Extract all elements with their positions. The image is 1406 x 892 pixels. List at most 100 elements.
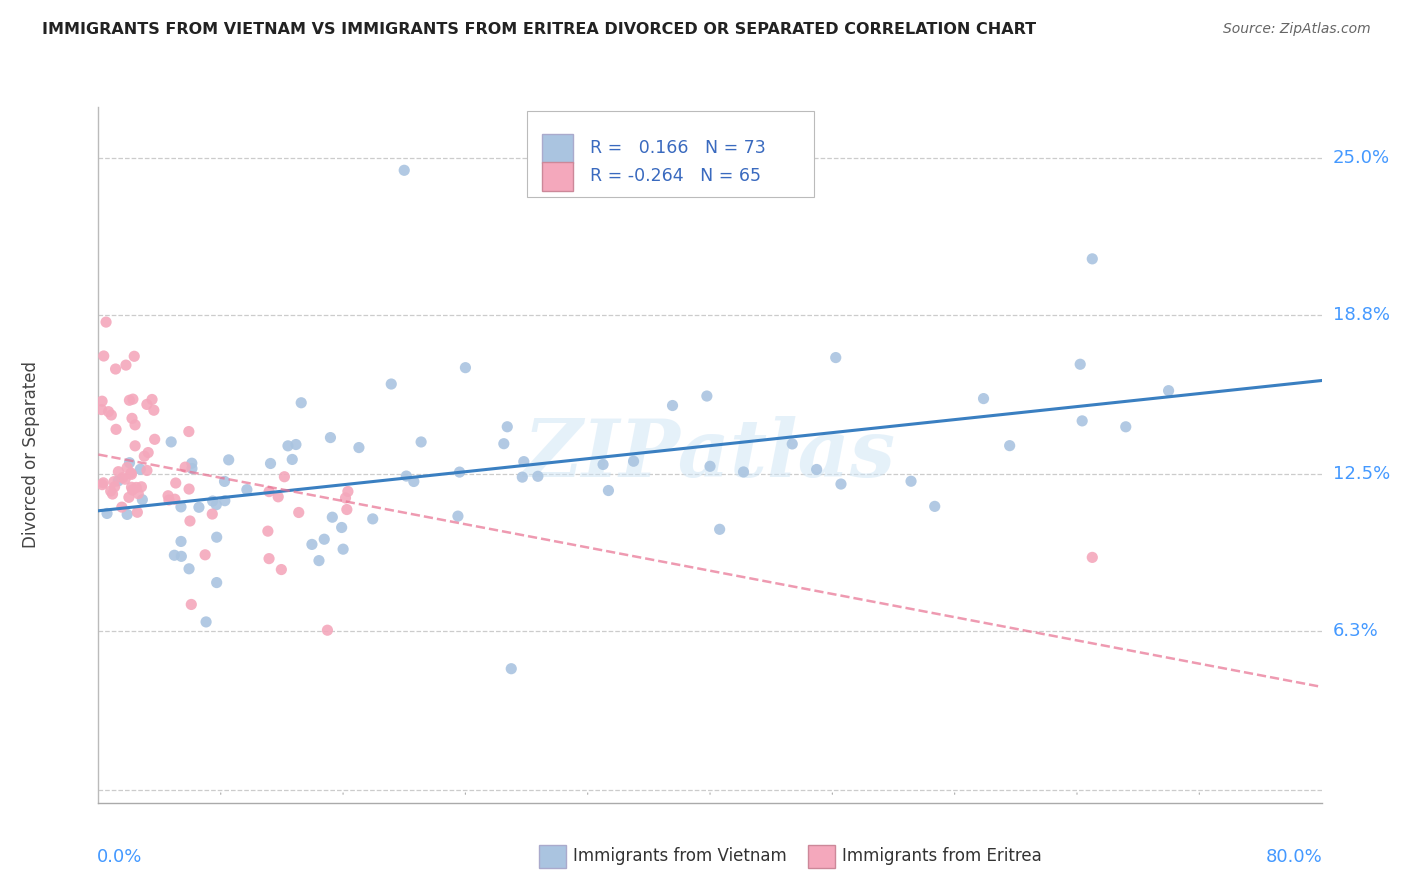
- Point: [160, 434, 183, 449]
- Point: [96, 507, 118, 521]
- Point: [118, 491, 141, 505]
- Point: [830, 477, 852, 491]
- Point: [336, 502, 359, 516]
- Point: [259, 457, 281, 471]
- Point: [301, 537, 323, 551]
- Point: [127, 486, 149, 500]
- Point: [163, 548, 186, 562]
- Point: [177, 425, 200, 439]
- Point: [174, 460, 197, 475]
- Point: [170, 500, 193, 514]
- Point: [257, 551, 280, 566]
- Text: 18.8%: 18.8%: [1333, 305, 1389, 324]
- Point: [661, 399, 683, 413]
- Point: [124, 439, 146, 453]
- Point: [170, 534, 193, 549]
- Point: [170, 549, 193, 564]
- Point: [501, 662, 523, 676]
- Point: [316, 624, 339, 638]
- Point: [115, 508, 138, 522]
- Point: [136, 445, 159, 459]
- Point: [214, 493, 236, 508]
- Point: [319, 431, 342, 445]
- Text: 6.3%: 6.3%: [1333, 622, 1378, 640]
- Point: [127, 505, 149, 519]
- Text: Immigrants from Eritrea: Immigrants from Eritrea: [842, 847, 1042, 865]
- Point: [97, 405, 120, 419]
- Point: [806, 462, 828, 476]
- Point: [998, 439, 1021, 453]
- Bar: [808, 846, 835, 868]
- Text: 25.0%: 25.0%: [1333, 149, 1391, 167]
- Point: [308, 553, 330, 567]
- Point: [347, 441, 370, 455]
- Point: [392, 163, 416, 178]
- Point: [142, 403, 165, 417]
- Text: IMMIGRANTS FROM VIETNAM VS IMMIGRANTS FROM ERITREA DIVORCED OR SEPARATED CORRELA: IMMIGRANTS FROM VIETNAM VS IMMIGRANTS FR…: [42, 22, 1036, 37]
- Point: [122, 392, 145, 406]
- Point: [924, 500, 946, 514]
- Point: [177, 482, 200, 496]
- Point: [527, 469, 550, 483]
- Point: [103, 475, 125, 489]
- Point: [1071, 414, 1094, 428]
- Point: [257, 524, 280, 538]
- Point: [100, 408, 122, 422]
- Point: [513, 455, 536, 469]
- Point: [332, 542, 354, 557]
- Point: [314, 533, 336, 547]
- Bar: [538, 846, 565, 868]
- Point: [115, 358, 138, 372]
- Point: [205, 575, 228, 590]
- Point: [125, 480, 148, 494]
- Point: [402, 475, 425, 489]
- Point: [165, 475, 187, 490]
- Point: [290, 396, 312, 410]
- Point: [510, 470, 533, 484]
- Point: [205, 530, 228, 544]
- Point: [181, 461, 204, 475]
- Point: [194, 548, 217, 562]
- Text: Divorced or Separated: Divorced or Separated: [22, 361, 41, 549]
- Point: [94, 315, 117, 329]
- Point: [93, 349, 115, 363]
- Text: Immigrants from Vietnam: Immigrants from Vietnam: [574, 847, 787, 865]
- Point: [1157, 384, 1180, 398]
- Point: [380, 377, 402, 392]
- Point: [257, 484, 280, 499]
- Point: [187, 500, 209, 515]
- Point: [395, 469, 418, 483]
- Point: [733, 465, 755, 479]
- Point: [134, 449, 156, 463]
- Point: [284, 437, 307, 451]
- Point: [1115, 419, 1137, 434]
- Point: [411, 434, 433, 449]
- Point: [131, 492, 153, 507]
- Point: [143, 433, 166, 447]
- Text: ZIPatlas: ZIPatlas: [524, 417, 896, 493]
- Point: [91, 477, 114, 491]
- Point: [141, 392, 163, 407]
- Text: 0.0%: 0.0%: [97, 848, 142, 866]
- Point: [101, 487, 124, 501]
- Point: [205, 498, 228, 512]
- Point: [121, 411, 143, 425]
- Point: [236, 483, 259, 497]
- Point: [114, 472, 136, 486]
- Point: [121, 480, 143, 494]
- Point: [270, 563, 292, 577]
- Point: [287, 506, 309, 520]
- Point: [1081, 550, 1104, 565]
- Point: [201, 494, 224, 508]
- Text: 12.5%: 12.5%: [1333, 465, 1391, 483]
- Point: [824, 351, 846, 365]
- Point: [696, 389, 718, 403]
- Point: [449, 465, 471, 479]
- Point: [780, 437, 803, 451]
- Text: Source: ZipAtlas.com: Source: ZipAtlas.com: [1223, 22, 1371, 37]
- Point: [496, 419, 519, 434]
- Bar: [543, 134, 574, 163]
- Point: [281, 452, 304, 467]
- Point: [107, 474, 129, 488]
- Point: [592, 458, 614, 472]
